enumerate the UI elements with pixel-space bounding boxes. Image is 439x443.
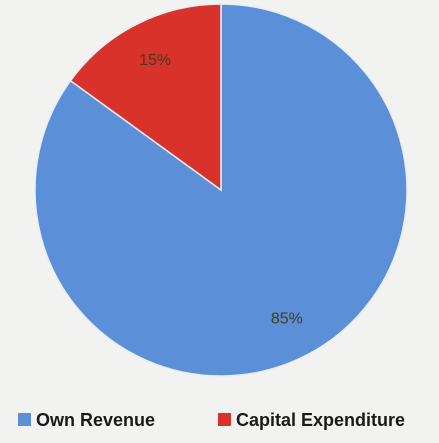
legend-label: Own Revenue — [36, 410, 155, 430]
legend-swatch — [18, 413, 31, 426]
data-label: 85% — [271, 310, 303, 327]
data-label: 15% — [139, 52, 171, 69]
legend-label: Capital Expenditure — [236, 410, 405, 430]
legend-swatch — [218, 413, 231, 426]
pie-slice — [69, 3, 222, 192]
